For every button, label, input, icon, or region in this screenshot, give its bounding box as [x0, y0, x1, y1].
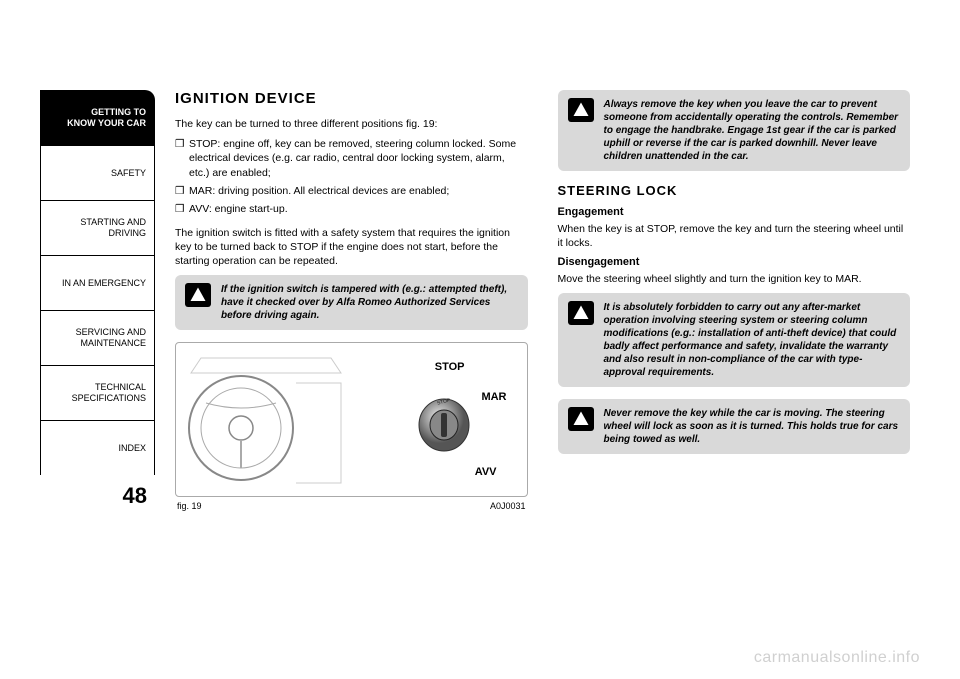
warning-icon [568, 301, 594, 325]
content-area: IGNITION DEVICE The key can be turned to… [175, 90, 910, 511]
sidebar-item-label: SERVICING ANDMAINTENANCE [76, 327, 146, 349]
section-title: IGNITION DEVICE [175, 90, 528, 107]
paragraph: Move the steering wheel slightly and tur… [558, 272, 911, 286]
section-title: STEERING LOCK [558, 183, 911, 198]
sidebar-item-label: GETTING TOKNOW YOUR CAR [67, 107, 146, 129]
figure-label-mar: MAR [481, 391, 506, 403]
warning-text: Never remove the key while the car is mo… [604, 407, 901, 446]
warning-icon [185, 283, 211, 307]
sidebar-item-know-your-car[interactable]: GETTING TOKNOW YOUR CAR [40, 90, 155, 145]
steering-wheel-illustration [186, 353, 346, 493]
sidebar-nav: GETTING TOKNOW YOUR CAR SAFETY STARTING … [40, 90, 155, 511]
warning-box: If the ignition switch is tampered with … [175, 275, 528, 330]
figure-number: fig. 19 [177, 501, 202, 511]
sidebar-item-safety[interactable]: SAFETY [40, 145, 155, 200]
figure-code: A0J0031 [490, 501, 526, 511]
warning-box: Never remove the key while the car is mo… [558, 399, 911, 454]
warning-text: Always remove the key when you leave the… [604, 98, 901, 163]
figure-caption: fig. 19 A0J0031 [175, 497, 528, 511]
warning-text: It is absolutely forbidden to carry out … [604, 301, 901, 379]
ignition-switch-illustration: STOP [417, 393, 472, 453]
sidebar-item-label: STARTING ANDDRIVING [80, 217, 146, 239]
subheading: Disengagement [558, 256, 911, 268]
left-column: IGNITION DEVICE The key can be turned to… [175, 90, 528, 511]
list-item: STOP: engine off, key can be removed, st… [175, 137, 528, 180]
paragraph: The ignition switch is fitted with a saf… [175, 226, 528, 269]
warning-text: If the ignition switch is tampered with … [221, 283, 518, 322]
intro-text: The key can be turned to three different… [175, 117, 528, 131]
right-column: Always remove the key when you leave the… [558, 90, 911, 511]
paragraph: When the key is at STOP, remove the key … [558, 222, 911, 250]
figure: STOP STOP MAR AVV fig. 19 A0J0031 [175, 342, 528, 511]
sidebar-item-label: IN AN EMERGENCY [62, 278, 146, 289]
bullet-list: STOP: engine off, key can be removed, st… [175, 137, 528, 220]
warning-icon [568, 98, 594, 122]
subheading: Engagement [558, 206, 911, 218]
list-item: MAR: driving position. All electrical de… [175, 184, 528, 198]
sidebar-item-starting[interactable]: STARTING ANDDRIVING [40, 200, 155, 255]
warning-box: It is absolutely forbidden to carry out … [558, 293, 911, 387]
sidebar-item-emergency[interactable]: IN AN EMERGENCY [40, 255, 155, 310]
sidebar-item-technical[interactable]: TECHNICALSPECIFICATIONS [40, 365, 155, 420]
sidebar-item-label: TECHNICALSPECIFICATIONS [72, 382, 146, 404]
warning-box: Always remove the key when you leave the… [558, 90, 911, 171]
warning-icon [568, 407, 594, 431]
figure-image: STOP STOP MAR AVV [175, 342, 528, 497]
sidebar-item-label: SAFETY [111, 168, 146, 179]
figure-label-stop: STOP [435, 361, 465, 373]
sidebar-item-label: INDEX [118, 443, 146, 454]
list-item: AVV: engine start-up. [175, 202, 528, 216]
watermark: carmanualsonline.info [754, 649, 920, 667]
page: GETTING TOKNOW YOUR CAR SAFETY STARTING … [0, 0, 960, 541]
figure-label-avv: AVV [475, 466, 497, 478]
page-number: 48 [40, 475, 155, 509]
sidebar-item-index[interactable]: INDEX [40, 420, 155, 475]
sidebar-item-servicing[interactable]: SERVICING ANDMAINTENANCE [40, 310, 155, 365]
